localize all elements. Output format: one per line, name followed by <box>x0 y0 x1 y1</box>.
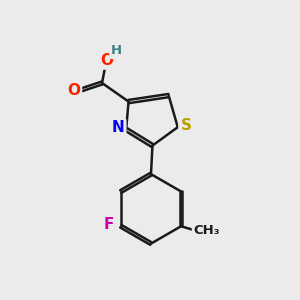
Text: CH₃: CH₃ <box>194 224 220 237</box>
Text: O: O <box>67 83 80 98</box>
Text: H: H <box>111 44 122 57</box>
Text: S: S <box>181 118 191 133</box>
Text: N: N <box>112 121 124 136</box>
Text: F: F <box>103 217 114 232</box>
Text: O: O <box>100 52 113 68</box>
